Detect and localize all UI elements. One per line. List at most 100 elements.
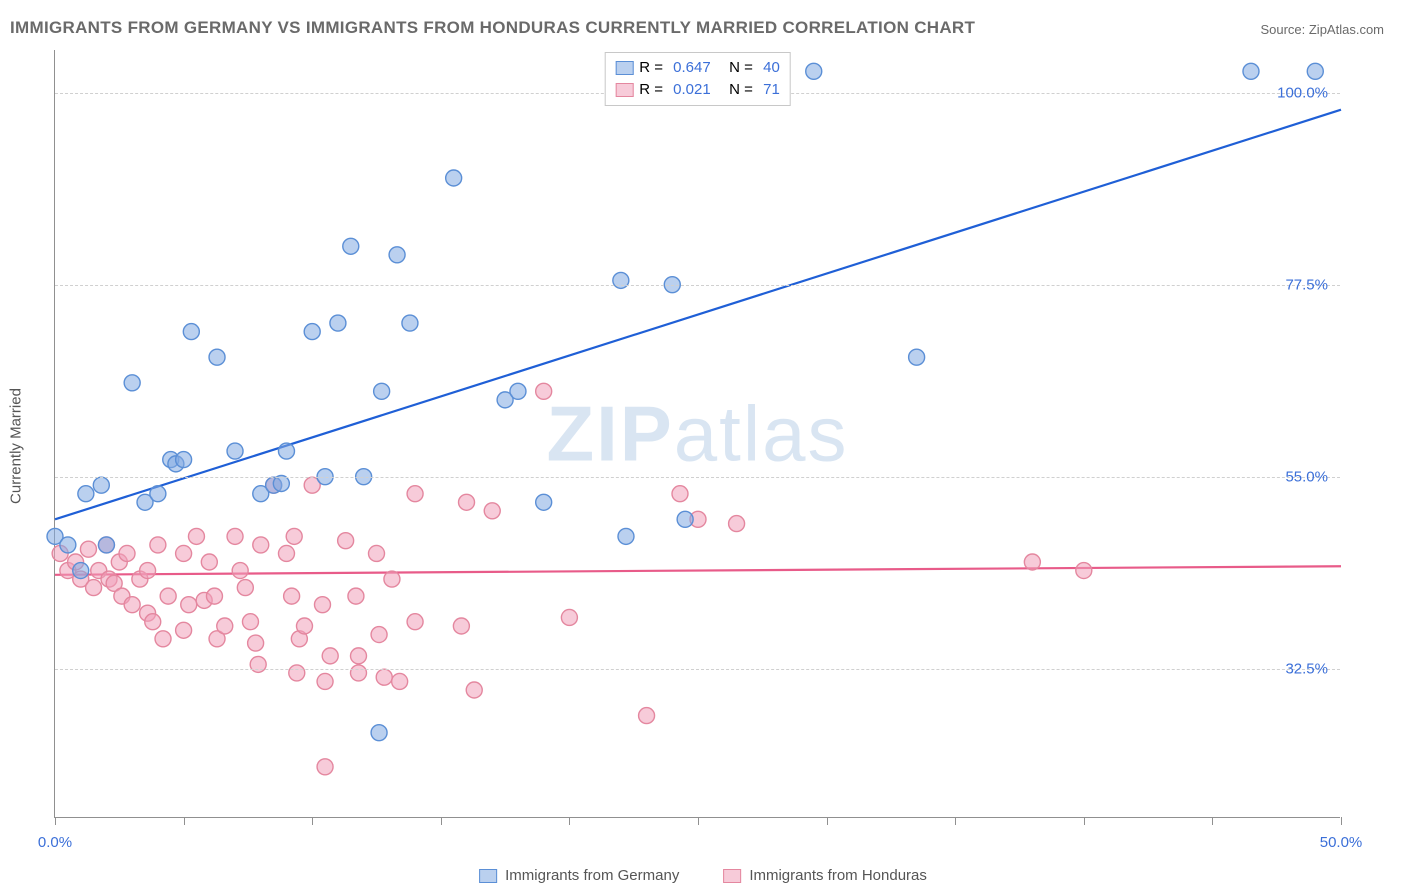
data-point xyxy=(806,63,822,79)
stats-legend: R = 0.647 N = 40 R = 0.021 N = 71 xyxy=(604,52,791,106)
data-point xyxy=(155,631,171,647)
data-point xyxy=(350,665,366,681)
data-point xyxy=(98,537,114,553)
data-point xyxy=(93,477,109,493)
data-point xyxy=(330,315,346,331)
data-point xyxy=(242,614,258,630)
y-axis-label: Currently Married xyxy=(8,388,25,504)
data-point xyxy=(384,571,400,587)
stats-legend-row-germany: R = 0.647 N = 40 xyxy=(615,57,780,79)
swatch-germany-icon xyxy=(615,61,633,75)
data-point xyxy=(278,545,294,561)
data-point xyxy=(253,537,269,553)
data-point xyxy=(150,537,166,553)
data-point xyxy=(217,618,233,634)
data-point xyxy=(183,324,199,340)
data-point xyxy=(188,528,204,544)
data-point xyxy=(181,597,197,613)
data-point xyxy=(206,588,222,604)
regression-line xyxy=(55,110,1341,520)
swatch-honduras-icon xyxy=(615,83,633,97)
chart-title: IMMIGRANTS FROM GERMANY VS IMMIGRANTS FR… xyxy=(10,18,975,38)
data-point xyxy=(909,349,925,365)
data-point xyxy=(348,588,364,604)
data-point xyxy=(374,383,390,399)
data-point xyxy=(729,516,745,532)
data-point xyxy=(250,656,266,672)
data-point xyxy=(618,528,634,544)
data-point xyxy=(322,648,338,664)
data-point xyxy=(227,443,243,459)
y-tick-label: 100.0% xyxy=(1277,84,1328,101)
stat-text: R = xyxy=(639,79,667,101)
x-tick xyxy=(569,817,570,825)
data-point xyxy=(389,247,405,263)
data-point xyxy=(317,673,333,689)
x-tick xyxy=(698,817,699,825)
gridline xyxy=(55,285,1340,286)
data-point xyxy=(232,563,248,579)
data-point xyxy=(227,528,243,544)
x-tick xyxy=(1212,817,1213,825)
data-point xyxy=(1076,563,1092,579)
data-point xyxy=(304,324,320,340)
x-tick xyxy=(955,817,956,825)
data-point xyxy=(639,708,655,724)
data-point xyxy=(536,494,552,510)
data-point xyxy=(176,545,192,561)
data-point xyxy=(407,614,423,630)
data-point xyxy=(278,443,294,459)
data-point xyxy=(677,511,693,527)
data-point xyxy=(338,533,354,549)
data-point xyxy=(80,541,96,557)
data-point xyxy=(314,597,330,613)
data-point xyxy=(484,503,500,519)
data-point xyxy=(73,563,89,579)
data-point xyxy=(613,272,629,288)
legend-label-germany: Immigrants from Germany xyxy=(505,867,679,884)
data-point xyxy=(248,635,264,651)
swatch-germany-icon xyxy=(479,869,497,883)
data-point xyxy=(371,627,387,643)
data-point xyxy=(86,580,102,596)
data-point xyxy=(1307,63,1323,79)
x-tick xyxy=(441,817,442,825)
data-point xyxy=(237,580,253,596)
x-tick xyxy=(1341,817,1342,825)
data-point xyxy=(466,682,482,698)
data-point xyxy=(160,588,176,604)
data-point xyxy=(119,545,135,561)
x-tick xyxy=(312,817,313,825)
data-point xyxy=(407,486,423,502)
data-point xyxy=(176,622,192,638)
data-point xyxy=(289,665,305,681)
data-point xyxy=(124,375,140,391)
data-point xyxy=(60,537,76,553)
bottom-legend: Immigrants from Germany Immigrants from … xyxy=(479,867,927,884)
stat-r-honduras: 0.021 xyxy=(673,79,711,101)
data-point xyxy=(284,588,300,604)
legend-item-honduras: Immigrants from Honduras xyxy=(723,867,927,884)
data-point xyxy=(402,315,418,331)
stats-legend-row-honduras: R = 0.021 N = 71 xyxy=(615,79,780,101)
data-point xyxy=(536,383,552,399)
data-point xyxy=(273,475,289,491)
y-tick-label: 55.0% xyxy=(1285,468,1328,485)
x-tick xyxy=(184,817,185,825)
stat-text: N = xyxy=(717,57,757,79)
gridline xyxy=(55,477,1340,478)
legend-label-honduras: Immigrants from Honduras xyxy=(749,867,927,884)
data-point xyxy=(209,349,225,365)
data-point xyxy=(296,618,312,634)
data-point xyxy=(140,563,156,579)
stat-n-honduras: 71 xyxy=(763,79,780,101)
x-tick-label: 0.0% xyxy=(38,834,72,851)
data-point xyxy=(446,170,462,186)
data-point xyxy=(371,725,387,741)
legend-item-germany: Immigrants from Germany xyxy=(479,867,679,884)
y-tick-label: 32.5% xyxy=(1285,660,1328,677)
stat-r-germany: 0.647 xyxy=(673,57,711,79)
data-point xyxy=(286,528,302,544)
x-tick xyxy=(827,817,828,825)
stat-n-germany: 40 xyxy=(763,57,780,79)
